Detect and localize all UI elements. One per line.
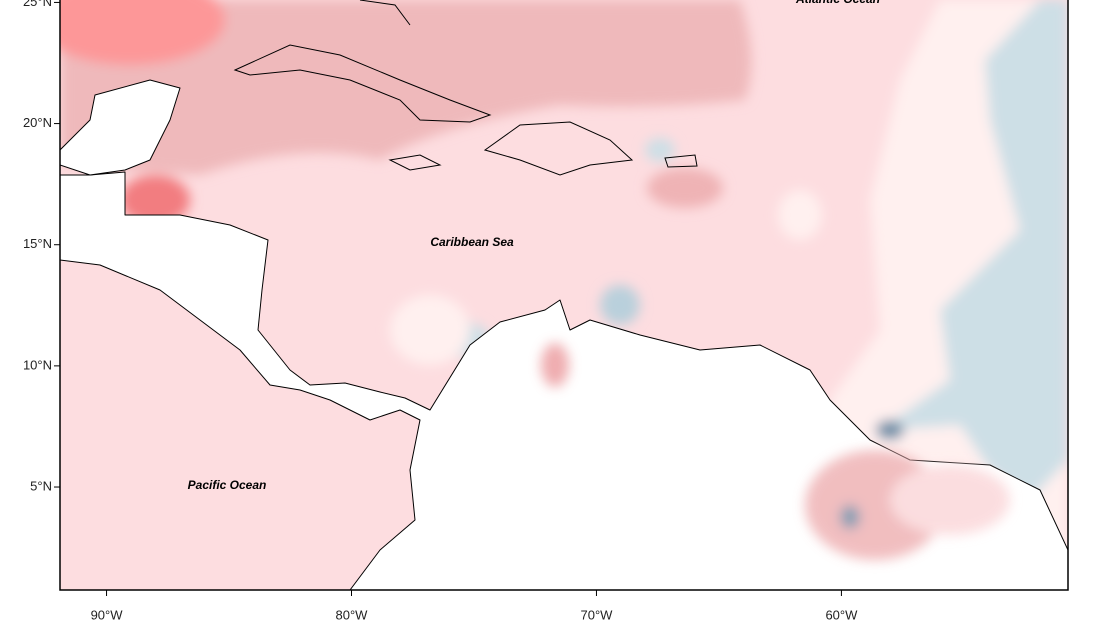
shading bbox=[60, 0, 1068, 590]
x-tick-label: 90°W bbox=[91, 607, 124, 622]
y-tick-label: 5°N bbox=[30, 478, 52, 493]
y-tick-label: 15°N bbox=[23, 236, 52, 251]
ocean-label: Atlantic Ocean bbox=[795, 0, 880, 6]
islands bbox=[233, 0, 698, 176]
y-tick-label: 20°N bbox=[23, 115, 52, 130]
land-shading bbox=[541, 343, 1010, 560]
yucatan bbox=[60, 79, 181, 176]
map-frame bbox=[59, 0, 1069, 591]
y-tick-label: 10°N bbox=[23, 357, 52, 372]
ocean-label: Caribbean Sea bbox=[430, 235, 514, 249]
x-tick-label: 70°W bbox=[580, 607, 613, 622]
x-tick-label: 80°W bbox=[336, 607, 369, 622]
ocean-label: Pacific Ocean bbox=[188, 478, 267, 492]
map-panel bbox=[60, 0, 1068, 590]
x-tick-label: 60°W bbox=[825, 607, 858, 622]
y-tick-label: 25°N bbox=[23, 0, 52, 9]
